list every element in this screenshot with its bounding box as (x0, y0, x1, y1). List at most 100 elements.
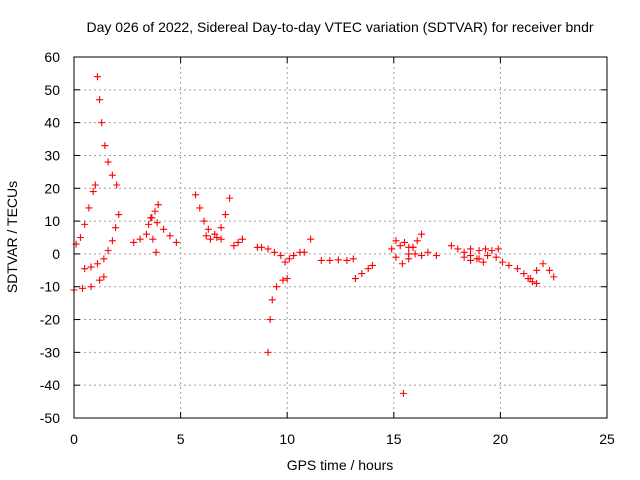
data-point (392, 237, 400, 245)
data-point (499, 258, 507, 266)
data-point (492, 253, 500, 261)
data-point (290, 252, 298, 260)
data-point (467, 256, 475, 264)
series-arc-a (70, 273, 108, 294)
data-point (460, 253, 468, 261)
data-point (277, 252, 285, 260)
x-tick-label: 15 (386, 431, 402, 447)
data-point (283, 275, 291, 283)
axis-ticks: 0 5 10 15 20 25 -50 -40 -30 -20 -10 0 10 20 30 40 50 60 (40, 49, 615, 447)
series-arc-e (130, 230, 160, 256)
y-tick-label: 40 (44, 115, 60, 131)
data-point (358, 270, 366, 278)
data-point (206, 235, 214, 243)
data-point (142, 230, 150, 238)
data-point (202, 232, 210, 240)
data-point (550, 273, 558, 281)
data-point (213, 234, 221, 241)
data-point (147, 214, 155, 222)
data-point (399, 389, 407, 397)
data-point (104, 247, 112, 255)
data-point (351, 275, 359, 283)
data-point (93, 73, 101, 81)
series-arc-w (467, 245, 502, 255)
series-arc-q (388, 237, 417, 253)
data-point (479, 258, 487, 266)
y-tick-label: 20 (44, 180, 60, 196)
data-point (432, 252, 440, 260)
data-point (151, 207, 159, 215)
data-point (217, 235, 225, 243)
series-arc-d (81, 211, 123, 273)
data-point (398, 260, 406, 268)
data-point (400, 238, 408, 246)
data-point (285, 255, 293, 263)
data-point (526, 275, 534, 283)
data-point (112, 224, 120, 232)
data-point (418, 230, 426, 238)
data-point (108, 237, 116, 245)
data-point (153, 219, 161, 227)
series-arc-t (399, 389, 407, 397)
data-point (115, 211, 123, 219)
data-point (154, 201, 162, 209)
data-point (533, 279, 541, 287)
grid (74, 57, 607, 418)
data-point (281, 258, 289, 266)
data-marks (70, 73, 558, 397)
data-point (89, 188, 97, 196)
x-tick-label: 0 (70, 431, 78, 447)
y-axis-label: SDTVAR / TECUs (4, 181, 20, 293)
data-point (217, 224, 225, 232)
data-point (130, 238, 138, 246)
data-point (539, 260, 547, 268)
data-point (81, 220, 89, 228)
data-point (166, 232, 174, 240)
data-point (98, 119, 106, 127)
data-point (200, 217, 208, 225)
data-point (409, 243, 417, 251)
data-point (270, 248, 278, 256)
data-point (396, 242, 404, 250)
data-point (307, 235, 315, 243)
series-arc-l (264, 275, 291, 356)
data-point (226, 194, 234, 202)
y-tick-label: -20 (40, 312, 60, 328)
x-tick-label: 10 (279, 431, 295, 447)
y-tick-label: 50 (44, 82, 60, 98)
series-arc-i (202, 194, 234, 243)
x-tick-label: 25 (599, 431, 615, 447)
data-point (424, 248, 432, 256)
plot-frame (73, 56, 608, 419)
data-point (104, 158, 112, 166)
chart-title: Day 026 of 2022, Sidereal Day-to-day VTE… (86, 19, 593, 35)
data-point (368, 261, 376, 269)
data-point (100, 255, 108, 263)
data-point (300, 248, 308, 256)
data-point (81, 265, 89, 273)
series-arc-f (145, 201, 162, 228)
data-point (349, 255, 357, 263)
data-point (136, 235, 144, 243)
y-tick-label: 0 (52, 246, 60, 262)
data-point (268, 296, 276, 304)
data-point (101, 142, 109, 150)
y-tick-label: -50 (40, 410, 60, 426)
data-point (85, 204, 93, 212)
data-point (388, 245, 396, 253)
data-point (488, 247, 496, 255)
data-point (221, 211, 229, 219)
data-point (76, 234, 84, 241)
data-point (418, 252, 426, 260)
data-point (411, 250, 419, 258)
data-point (520, 270, 528, 278)
data-point (79, 284, 87, 292)
data-point (264, 348, 272, 356)
series-arc-v (460, 252, 507, 266)
data-point (113, 181, 121, 189)
data-point (152, 248, 160, 256)
data-point (91, 181, 99, 189)
series-arc-k (253, 243, 266, 251)
series-arc-p (351, 261, 376, 283)
